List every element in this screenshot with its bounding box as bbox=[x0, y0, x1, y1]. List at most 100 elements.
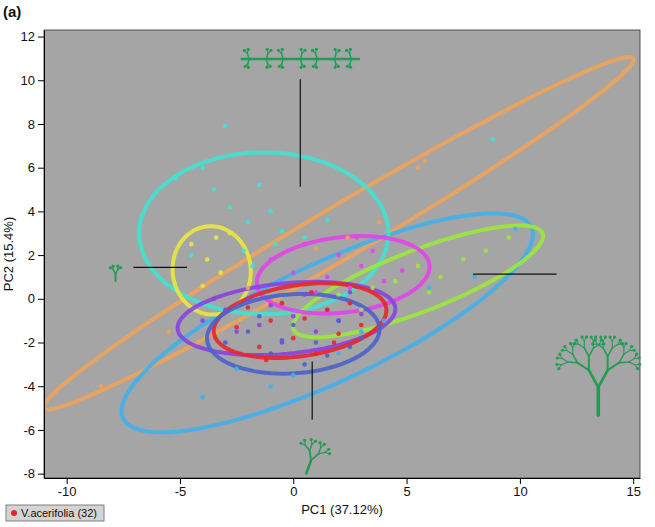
point bbox=[427, 286, 432, 291]
point bbox=[173, 176, 178, 181]
tree-tip bbox=[266, 48, 269, 51]
tree-tip bbox=[561, 349, 564, 352]
point bbox=[400, 268, 405, 273]
tick-mark bbox=[38, 255, 44, 256]
tree-branch bbox=[248, 59, 249, 64]
tree-tip bbox=[585, 335, 588, 338]
tick-label: 0 bbox=[290, 484, 297, 499]
tree-tip bbox=[334, 48, 337, 51]
point bbox=[336, 292, 341, 297]
tree-tip bbox=[635, 353, 638, 356]
tree-tip bbox=[299, 442, 302, 445]
point bbox=[246, 297, 251, 302]
tree-branch bbox=[589, 348, 594, 356]
tree-tip bbox=[303, 49, 306, 52]
point bbox=[325, 307, 330, 312]
tick-mark bbox=[67, 478, 68, 484]
chart: -10-5051015-8-6-4-2024681012PC1 (37.12%)… bbox=[0, 0, 655, 527]
point bbox=[348, 290, 353, 295]
tree-tip bbox=[281, 48, 284, 51]
tree-branch bbox=[350, 53, 352, 59]
point bbox=[461, 257, 466, 262]
tick: 12 bbox=[21, 29, 44, 44]
tree-tip bbox=[590, 335, 593, 338]
tree-tip bbox=[315, 66, 318, 69]
point bbox=[336, 318, 341, 323]
tree-branch bbox=[603, 341, 604, 348]
point bbox=[291, 270, 296, 275]
point bbox=[268, 209, 273, 214]
tree-tip bbox=[328, 452, 331, 455]
tree-branch bbox=[607, 356, 609, 370]
tree-tip bbox=[613, 335, 616, 338]
tick: -8 bbox=[23, 466, 44, 481]
tick: 2 bbox=[28, 248, 44, 263]
point bbox=[268, 257, 273, 262]
tree-branch bbox=[266, 59, 267, 64]
point bbox=[377, 220, 382, 225]
tree-branch bbox=[589, 370, 598, 387]
tree-branch bbox=[310, 444, 312, 450]
tick-label: 4 bbox=[28, 204, 35, 219]
tree-tip bbox=[244, 65, 247, 68]
point bbox=[264, 358, 269, 363]
tree-tip bbox=[338, 49, 341, 52]
tree-branch bbox=[316, 53, 318, 59]
point bbox=[223, 124, 228, 129]
point bbox=[273, 242, 278, 247]
tree-branch bbox=[266, 53, 268, 59]
tree-branch bbox=[612, 341, 613, 348]
tree-branch bbox=[619, 361, 629, 363]
point bbox=[336, 331, 341, 336]
leader-line bbox=[133, 267, 187, 268]
tree-tip bbox=[563, 345, 566, 348]
point bbox=[302, 292, 307, 297]
point bbox=[359, 264, 364, 269]
leader-line bbox=[300, 79, 301, 187]
point bbox=[325, 353, 330, 358]
tree-tip bbox=[278, 65, 281, 68]
point bbox=[314, 290, 319, 295]
point bbox=[246, 305, 251, 310]
point bbox=[484, 248, 489, 253]
point bbox=[257, 314, 262, 319]
tree-branch bbox=[567, 351, 573, 355]
point bbox=[218, 270, 223, 275]
point bbox=[268, 351, 273, 356]
point bbox=[291, 323, 296, 328]
tree-tip bbox=[303, 439, 306, 442]
tree-tip bbox=[608, 335, 611, 338]
axis-line bbox=[44, 31, 45, 479]
tree-tip bbox=[556, 356, 559, 359]
tree-tip bbox=[599, 335, 602, 338]
point bbox=[336, 351, 341, 356]
tree-branch bbox=[572, 348, 573, 355]
point bbox=[332, 340, 337, 345]
point bbox=[223, 340, 228, 345]
point bbox=[359, 307, 364, 312]
tree-branch bbox=[573, 354, 578, 362]
y-axis: -8-6-4-2024681012 bbox=[21, 29, 45, 481]
point bbox=[354, 235, 359, 240]
point bbox=[200, 318, 205, 323]
tick: 10 bbox=[21, 73, 44, 88]
tick-mark bbox=[38, 211, 44, 212]
point bbox=[359, 323, 364, 328]
tick-label: -6 bbox=[23, 423, 35, 438]
tree-branch bbox=[305, 445, 309, 450]
tree-tip bbox=[334, 66, 337, 69]
tree-tip bbox=[281, 66, 284, 69]
tree-branch bbox=[116, 270, 118, 274]
tree-branch bbox=[624, 351, 630, 355]
tree-tip bbox=[620, 342, 623, 345]
tree-tip bbox=[318, 441, 321, 444]
tree-tip bbox=[572, 342, 575, 345]
tree-branch bbox=[608, 348, 613, 356]
tree-branch bbox=[584, 348, 589, 356]
point bbox=[166, 329, 171, 334]
tick-mark bbox=[38, 299, 44, 300]
point bbox=[302, 235, 307, 240]
tick: 0 bbox=[28, 291, 44, 306]
point bbox=[345, 235, 350, 240]
panel-label: (a) bbox=[3, 3, 21, 20]
